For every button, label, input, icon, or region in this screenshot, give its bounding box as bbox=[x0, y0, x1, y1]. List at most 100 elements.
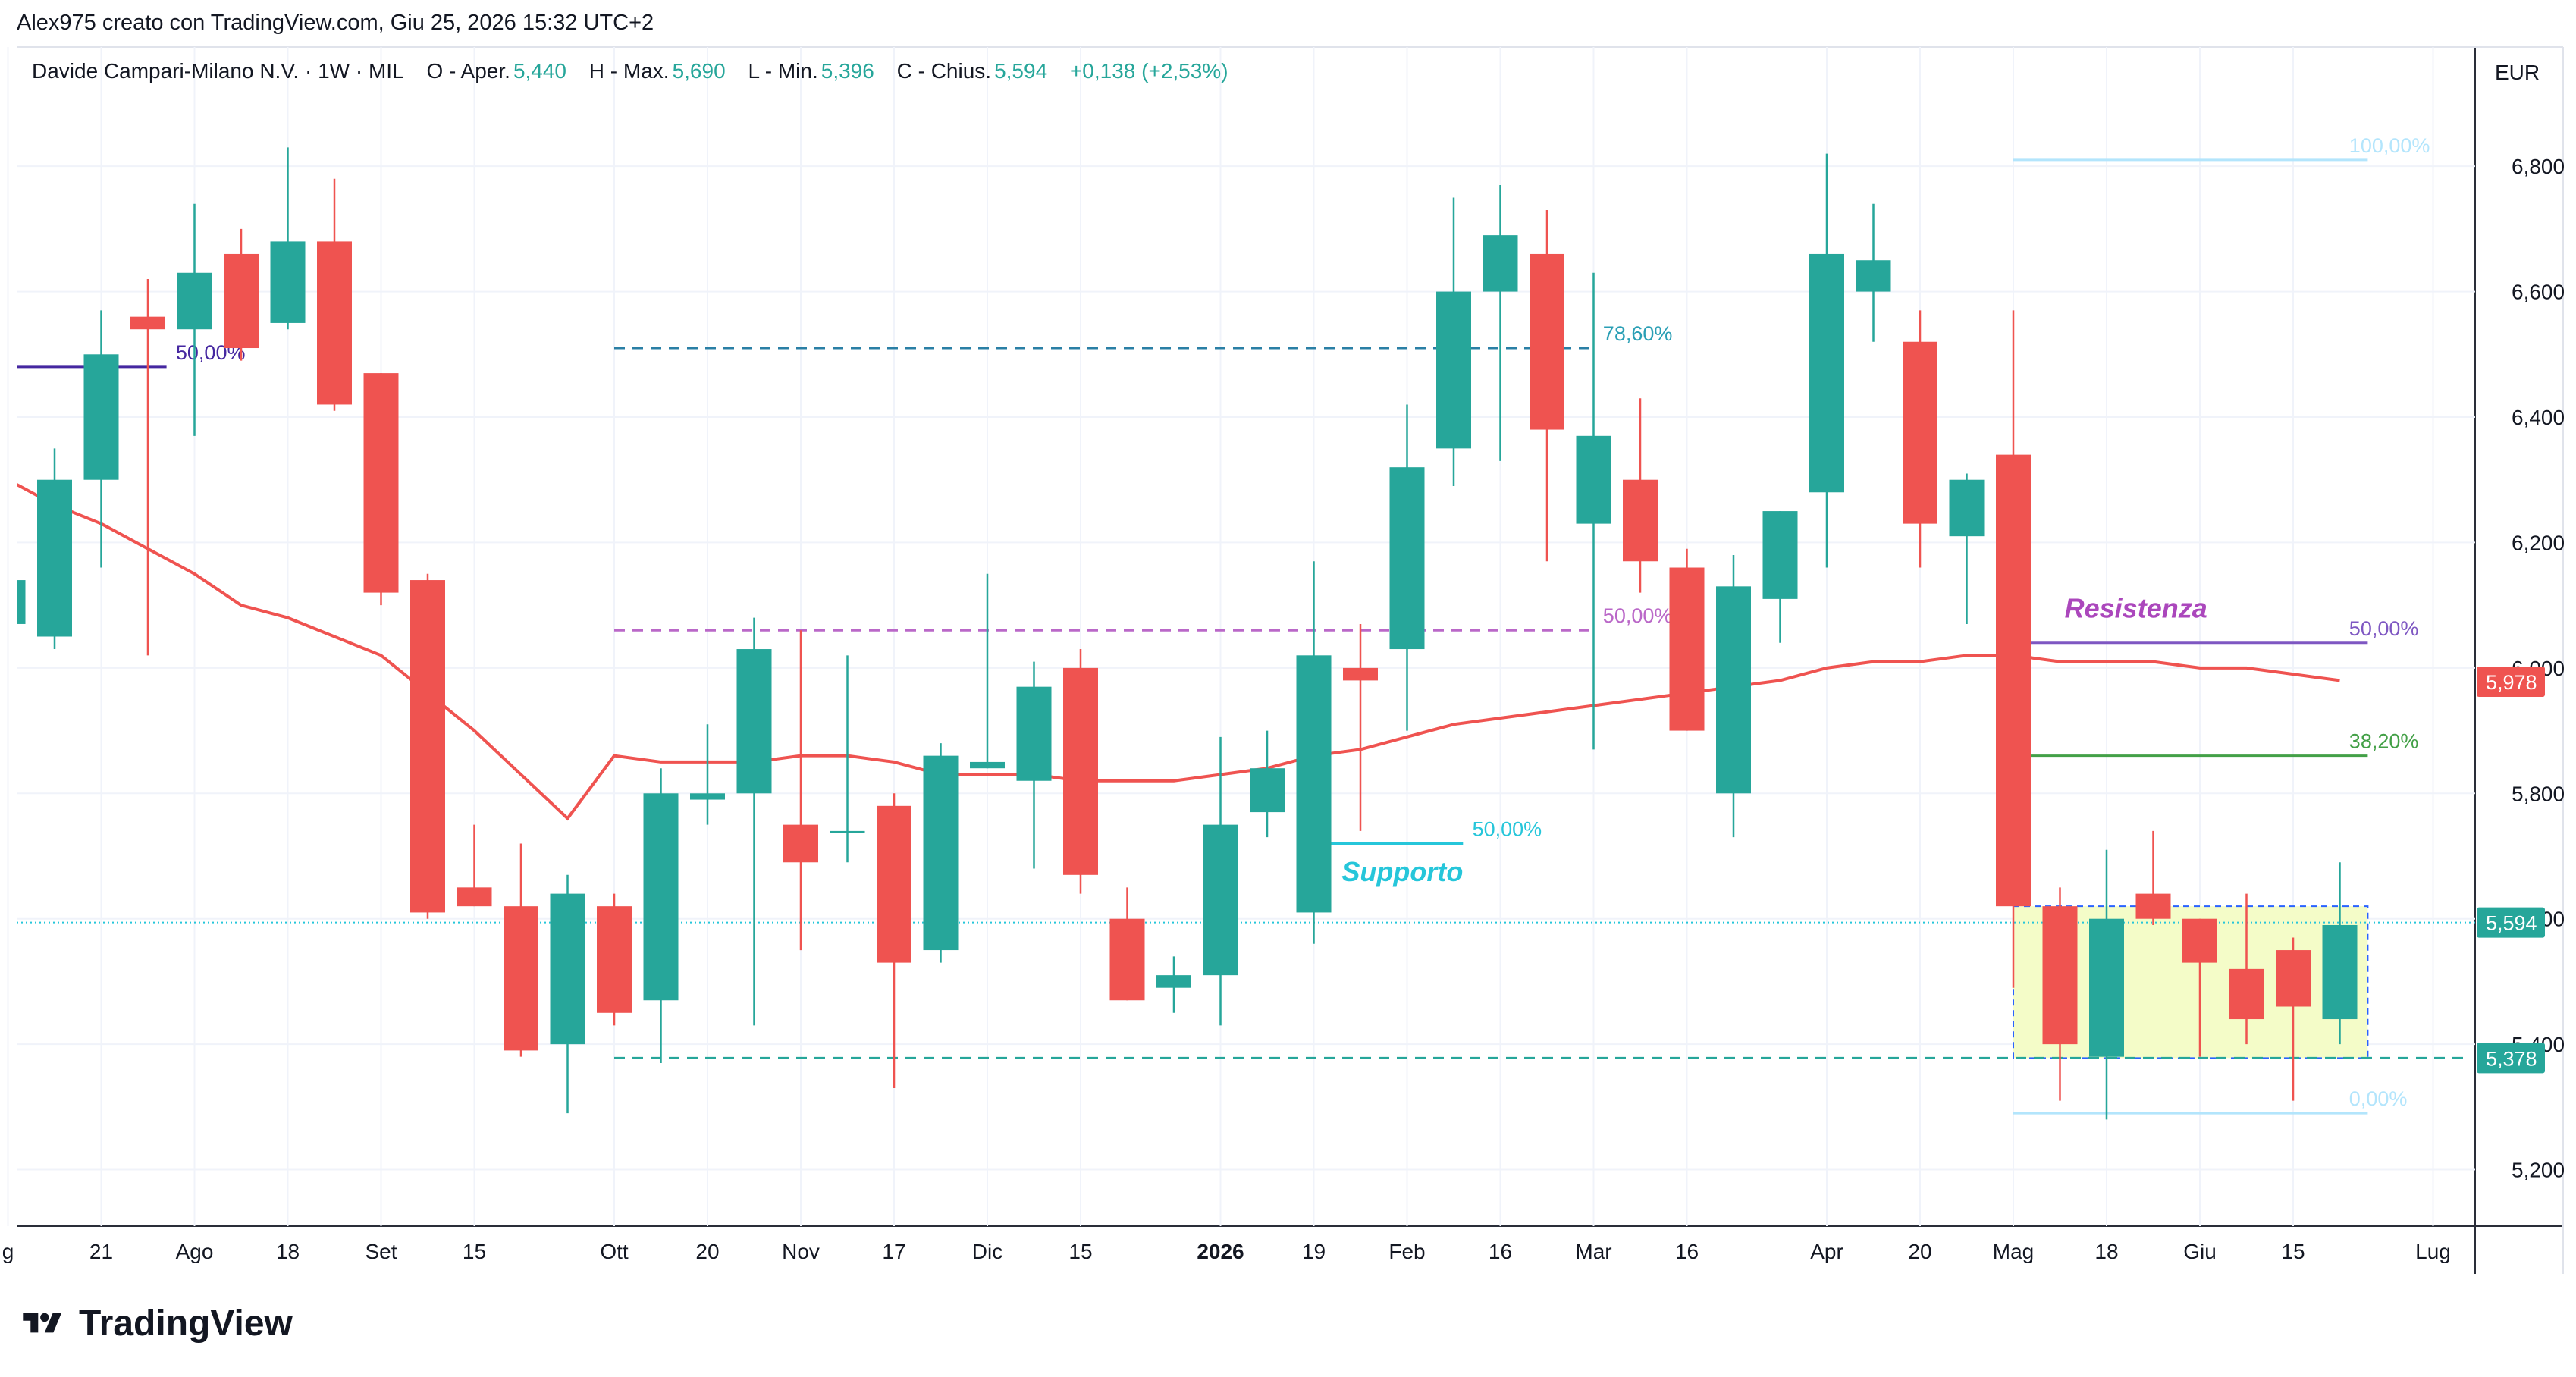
candle-body bbox=[643, 793, 679, 1001]
candle-body bbox=[1203, 824, 1238, 976]
x-tick-label: Ott bbox=[600, 1240, 629, 1263]
price-tag-label: 5,378 bbox=[2486, 1047, 2537, 1070]
open-label: O - Aper. bbox=[426, 59, 510, 83]
candle-body bbox=[37, 479, 72, 637]
candle-body bbox=[457, 887, 492, 907]
annotation-text: Resistenza bbox=[2065, 593, 2207, 624]
low-value: 5,396 bbox=[820, 59, 874, 83]
candle-body bbox=[597, 906, 632, 1013]
candle-body bbox=[2042, 906, 2078, 1045]
x-tick-label: 16 bbox=[1675, 1240, 1699, 1263]
y-tick-label: 5,800 bbox=[2512, 782, 2565, 805]
candle-body bbox=[1762, 511, 1798, 599]
candle-body bbox=[1809, 253, 1844, 493]
candle-body bbox=[783, 824, 818, 863]
candle-body bbox=[1250, 768, 1285, 813]
x-tick-label: 20 bbox=[695, 1240, 719, 1263]
price-tag-box bbox=[2477, 907, 2545, 938]
candle-body bbox=[1109, 918, 1145, 1001]
x-tick-label: Feb bbox=[1388, 1240, 1425, 1263]
currency-label[interactable]: EUR bbox=[2495, 61, 2540, 84]
price-tag-label: 5,978 bbox=[2486, 671, 2537, 694]
x-tick-label: 21 bbox=[89, 1240, 113, 1263]
x-tick-label: 19 bbox=[1302, 1240, 1326, 1263]
tradingview-logo-icon bbox=[23, 1313, 61, 1332]
candle-body bbox=[1343, 667, 1378, 681]
candle-body bbox=[1296, 655, 1332, 913]
x-tick-label: Set bbox=[365, 1240, 397, 1263]
ohlc-legend: Davide Campari-Milano N.V. · 1W · MIL O … bbox=[32, 59, 1232, 83]
y-tick-label: 6,200 bbox=[2512, 531, 2565, 554]
moving-average-line bbox=[17, 482, 2340, 821]
candle-body bbox=[177, 272, 212, 330]
y-tick-label: 6,600 bbox=[2512, 281, 2565, 304]
tradingview-logo[interactable]: TradingView bbox=[17, 1303, 293, 1344]
candle-body bbox=[504, 906, 538, 1051]
resistance-line-label: 50,00% bbox=[2349, 617, 2419, 640]
candle-body bbox=[83, 354, 119, 480]
candle-body bbox=[1949, 479, 1985, 537]
x-tick-label: 18 bbox=[276, 1240, 300, 1263]
candle-body bbox=[923, 755, 959, 951]
candle-body bbox=[1716, 586, 1751, 794]
candle-body bbox=[1856, 260, 1891, 292]
fib-382-line-label: 38,20% bbox=[2349, 730, 2419, 753]
candle-body bbox=[17, 580, 26, 624]
candle-body bbox=[224, 253, 259, 349]
y-tick-label: 5,200 bbox=[2512, 1159, 2565, 1182]
close-value: 5,594 bbox=[994, 59, 1048, 83]
x-tick-label: 16 bbox=[1489, 1240, 1512, 1263]
candle-body bbox=[1669, 567, 1705, 731]
creator-header: Alex975 creato con TradingView.com, Giu … bbox=[17, 11, 654, 35]
x-tick-label: 20 bbox=[1908, 1240, 1931, 1263]
fib-500-magenta-line-label: 50,00% bbox=[1603, 604, 1673, 627]
candle-body bbox=[877, 805, 911, 963]
candle-body bbox=[1483, 235, 1518, 292]
x-tick-label: Mag bbox=[1993, 1240, 2034, 1263]
high-label: H - Max. bbox=[588, 59, 670, 83]
x-tick-label: Dic bbox=[972, 1240, 1002, 1263]
candle-body bbox=[1436, 291, 1471, 449]
candle-body bbox=[410, 580, 445, 913]
candle-body bbox=[1389, 467, 1425, 650]
candle-body bbox=[363, 373, 399, 593]
y-tick-label: 6,400 bbox=[2512, 406, 2565, 429]
candle-body bbox=[130, 316, 165, 330]
x-tick-label: 2026 bbox=[1197, 1240, 1244, 1263]
y-tick-label: 6,800 bbox=[2512, 155, 2565, 178]
candle-body bbox=[1156, 975, 1191, 988]
candle-body bbox=[830, 830, 865, 833]
candle-body bbox=[1903, 341, 1937, 524]
candle-body bbox=[270, 241, 306, 323]
x-tick-label: Nov bbox=[782, 1240, 820, 1263]
x-tick-label: 18 bbox=[2094, 1240, 2118, 1263]
candle-body bbox=[2135, 893, 2171, 919]
candle-body bbox=[2182, 918, 2217, 963]
annotation-text: Supporto bbox=[1341, 856, 1463, 887]
x-tick-label: 15 bbox=[463, 1240, 486, 1263]
candle-body bbox=[1996, 454, 2031, 907]
candle-body bbox=[2276, 950, 2311, 1007]
price-tag-box bbox=[2477, 667, 2545, 698]
candle-body bbox=[690, 793, 725, 800]
support-line-label: 50,00% bbox=[1473, 817, 1542, 840]
candle-body bbox=[1016, 686, 1052, 781]
price-tag-label: 5,594 bbox=[2486, 912, 2537, 935]
x-tick-label: 17 bbox=[882, 1240, 905, 1263]
candle-body bbox=[1623, 479, 1658, 562]
x-tick-label: Ago bbox=[176, 1240, 214, 1263]
candle-body bbox=[2089, 918, 2124, 1057]
change-value: +0,138 (+2,53%) bbox=[1069, 59, 1228, 83]
x-tick-label: Apr bbox=[1810, 1240, 1843, 1263]
brand-name: TradingView bbox=[79, 1303, 293, 1344]
symbol-label: Davide Campari-Milano N.V. · 1W · MIL bbox=[32, 59, 404, 83]
candle-body bbox=[1576, 435, 1611, 524]
low-label: L - Min. bbox=[748, 59, 818, 83]
x-tick-label: Mar bbox=[1575, 1240, 1611, 1263]
candle-body bbox=[736, 649, 772, 794]
fib-000-line-label: 0,00% bbox=[2349, 1087, 2408, 1110]
candle-body bbox=[2229, 968, 2264, 1020]
candle-body bbox=[1530, 253, 1564, 430]
